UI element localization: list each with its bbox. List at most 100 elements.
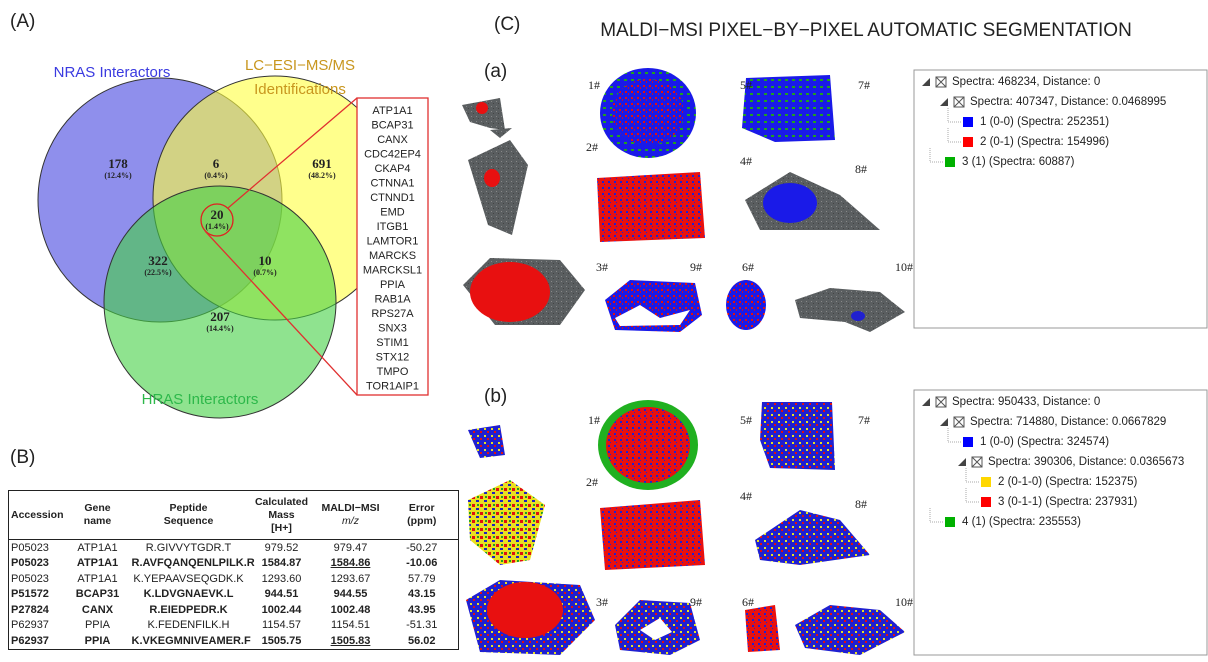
sample-label: 8# bbox=[855, 497, 867, 511]
column-header: Error(ppm) bbox=[386, 491, 459, 540]
tree-node: Spectra: 390306, Distance: 0.0365673 bbox=[988, 456, 1184, 468]
tree-box bbox=[914, 70, 1207, 328]
gene-name: TMPO bbox=[377, 366, 409, 378]
sample-label: 6# bbox=[742, 260, 754, 274]
sample-label: 7# bbox=[858, 413, 870, 427]
panel-label: (B) bbox=[10, 447, 35, 468]
gene-name: EMD bbox=[380, 206, 405, 218]
gene-name: CKAP4 bbox=[374, 163, 410, 175]
tissue bbox=[795, 288, 905, 332]
table-cell: PPIA bbox=[66, 618, 130, 634]
table-cell: 1505.75 bbox=[248, 633, 316, 649]
table-cell: 1002.44 bbox=[248, 602, 316, 618]
table-cell: 1154.57 bbox=[248, 618, 316, 634]
table-cell: CANX bbox=[66, 602, 130, 618]
region-count: 10 bbox=[259, 253, 272, 268]
tissue bbox=[484, 169, 500, 187]
tissue bbox=[606, 407, 690, 483]
gene-name: STIM1 bbox=[376, 337, 408, 349]
tissue bbox=[487, 582, 563, 638]
table-cell: 1293.60 bbox=[248, 571, 316, 587]
sample-label: 2# bbox=[586, 475, 598, 489]
table-body: P05023ATP1A1R.GIVVYTGDR.T979.52979.47-50… bbox=[9, 540, 459, 650]
gene-name: CDC42EP4 bbox=[364, 148, 421, 160]
subpanel-label: (a) bbox=[484, 61, 507, 82]
cluster-swatch bbox=[981, 477, 991, 487]
tree-node: 1 (0-0) (Spectra: 324574) bbox=[980, 436, 1109, 448]
table-cell: K.FEDENFILK.H bbox=[130, 618, 248, 634]
tree-node: 2 (0-1) (Spectra: 154996) bbox=[980, 136, 1109, 148]
table-cell: P51572 bbox=[9, 587, 66, 603]
set-name: LC−ESI−MS/MS bbox=[245, 57, 355, 74]
page: {"panel_a": {"label": "(A)", "sets": [ {… bbox=[0, 0, 1208, 662]
region-percent: (0.7%) bbox=[253, 268, 277, 277]
table-cell: 1505.83 bbox=[316, 633, 386, 649]
tissue bbox=[612, 79, 684, 145]
tissue bbox=[745, 605, 780, 652]
tissue bbox=[851, 311, 865, 321]
column-header: PeptideSequence bbox=[130, 491, 248, 540]
region-percent: (1.4%) bbox=[205, 222, 229, 231]
table-cell: P62937 bbox=[9, 618, 66, 634]
tissue bbox=[490, 128, 512, 138]
sample-label: 9# bbox=[690, 260, 702, 274]
header-text: (ppm) bbox=[407, 515, 436, 527]
gene-name: ITGB1 bbox=[377, 221, 409, 233]
subpanel-label: (b) bbox=[484, 386, 507, 407]
tissue bbox=[755, 510, 870, 565]
sample-label: 2# bbox=[586, 140, 598, 154]
sample-label: 10# bbox=[895, 595, 913, 609]
panel-label: (A) bbox=[10, 11, 35, 32]
gene-name: MARCKS bbox=[369, 250, 416, 262]
gene-name: ATP1A1 bbox=[372, 105, 412, 117]
header-text: Accession bbox=[11, 509, 64, 521]
sample-label: 5# bbox=[740, 413, 752, 427]
tree-node: 1 (0-0) (Spectra: 252351) bbox=[980, 116, 1109, 128]
gene-name: CTNNA1 bbox=[370, 177, 414, 189]
tissue bbox=[470, 262, 550, 322]
cluster-swatch bbox=[981, 497, 991, 507]
segmentation-images-a bbox=[462, 68, 905, 332]
sample-label: 3# bbox=[596, 260, 608, 274]
region-percent: (14.4%) bbox=[206, 324, 234, 333]
region-percent: (12.4%) bbox=[104, 171, 132, 180]
table-cell: K.VKEGMNIVEAMER.F bbox=[130, 633, 248, 649]
tissue bbox=[763, 183, 817, 223]
table-cell: 944.51 bbox=[248, 587, 316, 603]
table-cell: -10.06 bbox=[386, 556, 459, 572]
table-cell: ATP1A1 bbox=[66, 571, 130, 587]
table-cell: K.YEPAAVSEQGDK.K bbox=[130, 571, 248, 587]
sample-label: 8# bbox=[855, 162, 867, 176]
sample-label: 1# bbox=[588, 413, 600, 427]
set-name: HRAS Interactors bbox=[142, 391, 259, 408]
region-count: 207 bbox=[210, 309, 230, 324]
cluster-swatch bbox=[945, 517, 955, 527]
region-percent: (0.4%) bbox=[204, 171, 228, 180]
sample-label: 4# bbox=[740, 489, 752, 503]
table-cell: 1584.87 bbox=[248, 556, 316, 572]
tree-node: 3 (0-1-1) (Spectra: 237931) bbox=[998, 496, 1138, 508]
tissue bbox=[468, 425, 505, 458]
table-cell: -50.27 bbox=[386, 540, 459, 556]
region-count: 691 bbox=[312, 156, 332, 171]
header-text: Mass bbox=[268, 509, 294, 521]
tissue bbox=[760, 402, 835, 470]
region-count: 322 bbox=[148, 253, 168, 268]
region-count: 6 bbox=[213, 156, 220, 171]
tree-node: Spectra: 468234, Distance: 0 bbox=[952, 76, 1100, 88]
table-cell: 944.55 bbox=[316, 587, 386, 603]
table-cell: 1002.48 bbox=[316, 602, 386, 618]
header-text: MALDI−MSI bbox=[321, 502, 379, 514]
table-cell: K.LDVGNAEVK.L bbox=[130, 587, 248, 603]
region-percent: (22.5%) bbox=[144, 268, 172, 277]
gene-name: BCAP31 bbox=[371, 119, 413, 131]
table-cell: ATP1A1 bbox=[66, 540, 130, 556]
gene-name: CANX bbox=[377, 134, 408, 146]
cluster-swatch bbox=[945, 157, 955, 167]
